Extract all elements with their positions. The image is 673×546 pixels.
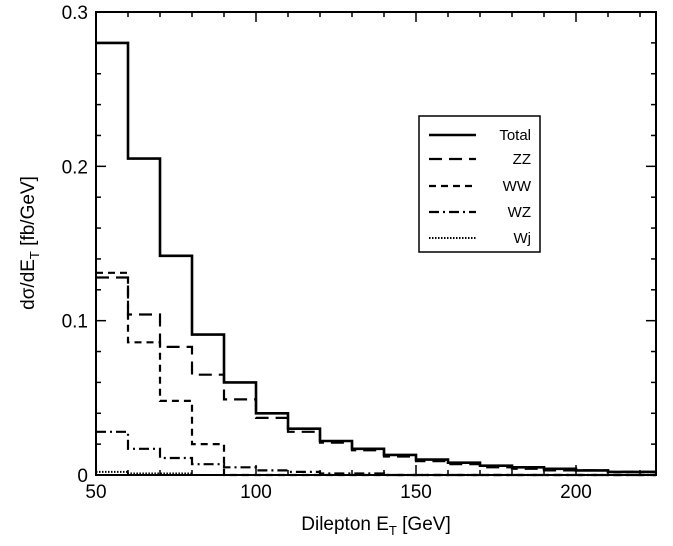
legend-label: WW: [503, 178, 532, 195]
legend-label: Wj: [514, 230, 532, 247]
series-layer: [96, 41, 656, 477]
y-tick-label: 0: [77, 466, 88, 487]
series-line-zz: [96, 276, 656, 473]
y-tick-label: 0.3: [62, 3, 88, 24]
x-axis-title-sub: T: [389, 523, 397, 538]
y-axis-title-unit: [fb/GeV]: [18, 176, 39, 251]
y-tick-label: 0.2: [62, 157, 88, 178]
legend: Total ZZ WW WZ Wj: [418, 115, 541, 253]
x-tick-labels: 50 100 150 200: [85, 482, 591, 503]
x-axis-title-unit: [GeV]: [397, 514, 451, 535]
y-tick-labels: 0 0.1 0.2 0.3: [62, 3, 88, 487]
plot-frame: [95, 11, 657, 476]
legend-label: WZ: [508, 204, 531, 221]
y-axis-title-sub: T: [27, 251, 42, 259]
y-axis-title-base: dσ/dE: [18, 259, 39, 310]
y-axis-title: dσ/dET [fb/GeV]: [18, 176, 42, 310]
series-line-ww: [96, 271, 656, 477]
x-tick-label: 50: [85, 482, 106, 503]
axis-ticks: [95, 11, 656, 476]
x-axis-title-base: Dilepton E: [301, 514, 389, 535]
x-tick-label: 100: [240, 482, 272, 503]
x-tick-label: 200: [560, 482, 592, 503]
legend-box: [418, 115, 541, 253]
series-line-total: [96, 41, 656, 474]
legend-label: Total: [499, 127, 531, 144]
legend-samples: [429, 133, 476, 239]
x-tick-label: 150: [400, 482, 432, 503]
x-axis-title: Dilepton ET [GeV]: [301, 514, 450, 538]
y-tick-label: 0.1: [62, 312, 88, 333]
legend-label: ZZ: [513, 151, 531, 168]
